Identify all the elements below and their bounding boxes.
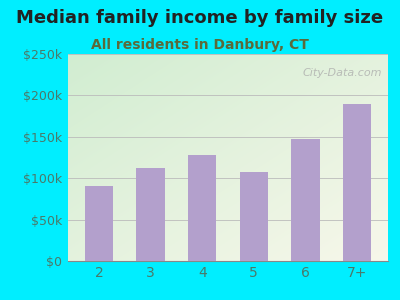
Bar (291, 139, 320, 261)
Text: All residents in Danbury, CT: All residents in Danbury, CT (91, 38, 309, 52)
Text: Median family income by family size: Median family income by family size (16, 9, 384, 27)
Bar (188, 155, 216, 261)
Bar (136, 168, 165, 261)
Bar (343, 104, 371, 261)
Bar (240, 172, 268, 261)
Text: City-Data.com: City-Data.com (302, 68, 382, 79)
Bar (85, 187, 113, 261)
